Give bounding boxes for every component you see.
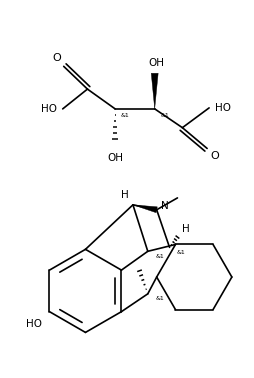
Text: &1: &1 [155, 254, 163, 259]
Text: O: O [52, 53, 61, 64]
Polygon shape [132, 205, 157, 213]
Text: &1: &1 [155, 296, 163, 301]
Text: O: O [210, 151, 218, 161]
Text: H: H [121, 190, 128, 200]
Text: H: H [182, 223, 189, 234]
Text: OH: OH [107, 153, 123, 163]
Text: &1: &1 [120, 113, 129, 118]
Polygon shape [151, 73, 157, 109]
Text: &1: &1 [160, 113, 168, 118]
Text: OH: OH [148, 58, 164, 68]
Text: &1: &1 [176, 250, 185, 255]
Text: HO: HO [214, 103, 230, 113]
Text: N: N [160, 201, 168, 211]
Text: HO: HO [26, 319, 41, 328]
Text: HO: HO [41, 104, 57, 114]
